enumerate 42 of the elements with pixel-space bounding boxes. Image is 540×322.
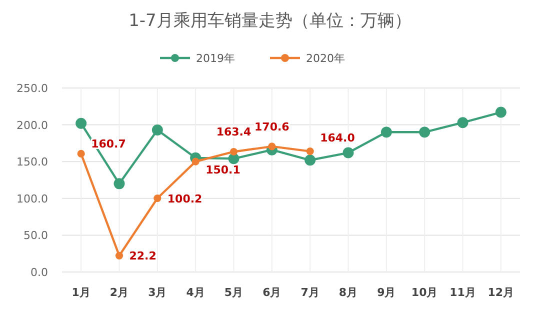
y-tick-label: 200.0 <box>16 118 48 132</box>
data-label: 22.2 <box>129 250 156 263</box>
point <box>77 150 85 158</box>
point <box>342 147 354 158</box>
y-tick-label: 100.0 <box>16 192 48 206</box>
point <box>192 158 200 166</box>
x-tick-label: 8月 <box>338 286 358 299</box>
data-label: 100.2 <box>167 192 202 206</box>
y-tick-label: 50.0 <box>24 229 48 242</box>
chart-title: 1-7月乘用车销量走势（单位：万辆） <box>128 11 412 31</box>
x-tick-label: 11月 <box>450 286 476 299</box>
point <box>304 154 316 166</box>
x-tick-label: 6月 <box>262 286 282 299</box>
legend-label: 2019年 <box>196 52 235 65</box>
x-tick-label: 9月 <box>377 286 396 299</box>
point <box>230 148 238 156</box>
point <box>154 194 162 202</box>
y-tick-label: 250.0 <box>16 82 48 95</box>
x-tick-label: 12月 <box>488 286 514 299</box>
point <box>419 126 430 138</box>
y-tick-label: 0.0 <box>30 266 48 279</box>
point <box>115 252 124 260</box>
x-tick-label: 10月 <box>411 286 438 299</box>
x-tick-label: 5月 <box>224 286 244 299</box>
point <box>457 117 468 128</box>
point <box>76 118 87 129</box>
point <box>380 126 392 138</box>
data-label: 163.4 <box>216 126 252 139</box>
x-tick-label: 4月 <box>186 286 205 299</box>
legend-label: 2020年 <box>306 52 345 65</box>
data-label: 164.0 <box>320 131 356 144</box>
point <box>306 147 314 156</box>
point <box>152 124 163 136</box>
x-tick-label: 7月 <box>300 286 320 299</box>
point <box>114 178 125 190</box>
x-tick-label: 2月 <box>110 286 129 299</box>
x-tick-label: 1月 <box>72 286 90 299</box>
data-label: 170.6 <box>254 120 290 134</box>
x-tick-label: 3月 <box>148 286 167 299</box>
point <box>495 106 506 118</box>
data-label: 150.1 <box>206 164 240 177</box>
y-tick-label: 150.0 <box>16 156 48 169</box>
